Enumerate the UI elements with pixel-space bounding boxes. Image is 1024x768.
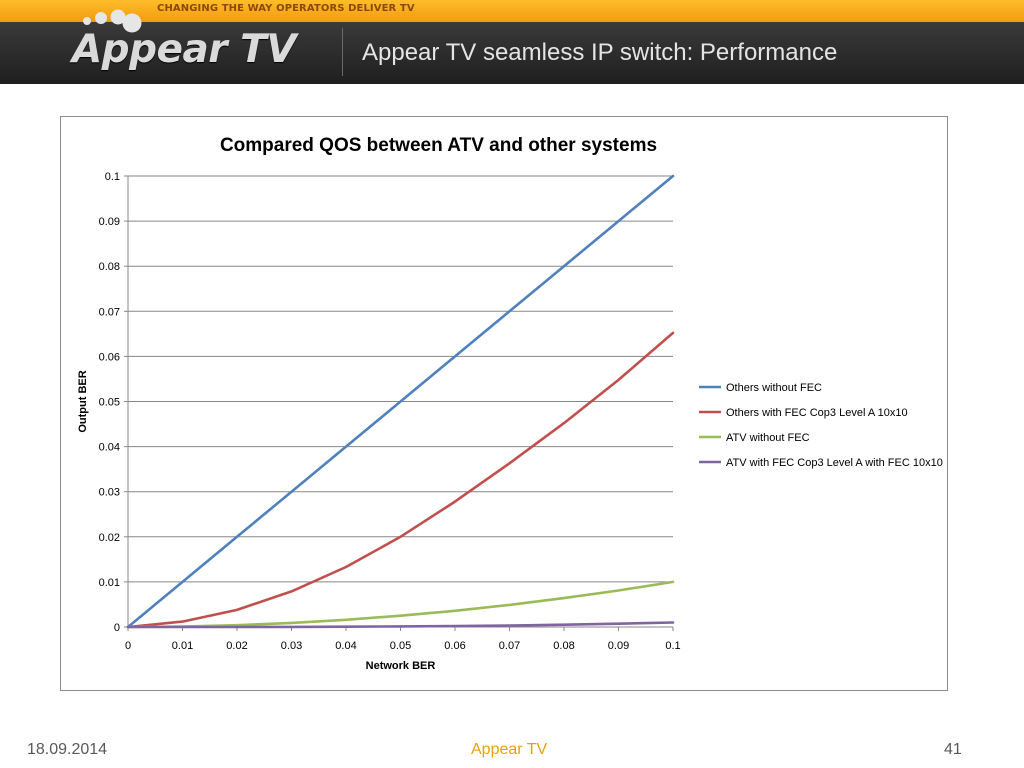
- y-tick-label: 0.05: [99, 397, 120, 409]
- legend-label: ATV with FEC Cop3 Level A with FEC 10x10: [726, 457, 943, 469]
- series-line-1: [126, 174, 675, 629]
- y-tick-label: 0.01: [99, 577, 120, 589]
- y-tick-label: 0.04: [99, 442, 120, 454]
- x-tick-label: 0.02: [226, 640, 247, 652]
- series-line-3: [126, 580, 675, 629]
- series-line-2: [126, 331, 675, 629]
- slide-title: Appear TV seamless IP switch: Performanc…: [362, 39, 838, 66]
- x-tick-label: 0.03: [281, 640, 302, 652]
- tagline: CHANGING THE WAY OPERATORS DELIVER TV: [157, 3, 415, 14]
- y-tick-label: 0.07: [99, 306, 120, 318]
- x-tick-label: 0.1: [665, 640, 680, 652]
- legend-label: Others without FEC: [726, 382, 822, 394]
- x-tick-label: 0.07: [499, 640, 520, 652]
- slide-header: [0, 22, 1024, 84]
- page-number: 41: [944, 741, 962, 758]
- series-line-4: [126, 621, 675, 629]
- x-tick-label: 0.04: [335, 640, 356, 652]
- legend-label: ATV without FEC: [726, 432, 810, 444]
- x-tick-label: 0.01: [172, 640, 193, 652]
- y-tick-label: 0: [114, 622, 120, 634]
- footer-date: 18.09.2014: [27, 741, 108, 758]
- x-tick-label: 0.08: [553, 640, 574, 652]
- header-divider: [342, 28, 343, 76]
- y-tick-label: 0.1: [105, 171, 120, 183]
- x-tick-label: 0.09: [608, 640, 629, 652]
- x-tick-label: 0.05: [390, 640, 411, 652]
- chart-frame: Compared QOS between ATV and other syste…: [60, 116, 948, 691]
- x-tick-label: 0: [125, 640, 131, 652]
- logo-dots-icon: [83, 9, 142, 33]
- y-tick-label: 0.06: [99, 351, 120, 363]
- top-accent-band: CHANGING THE WAY OPERATORS DELIVER TV: [0, 0, 1024, 22]
- line-chart: Compared QOS between ATV and other syste…: [77, 135, 943, 672]
- y-tick-label: 0.09: [99, 216, 120, 228]
- y-tick-label: 0.02: [99, 532, 120, 544]
- chart-title: Compared QOS between ATV and other syste…: [220, 135, 657, 156]
- y-tick-label: 0.03: [99, 487, 120, 499]
- logo-wordmark: Appear TV: [72, 27, 296, 72]
- footer-company: Appear TV: [471, 741, 548, 758]
- x-axis-title: Network BER: [366, 660, 436, 672]
- y-tick-label: 0.08: [99, 261, 120, 273]
- y-axis-title: Output BER: [77, 370, 89, 432]
- legend-label: Others with FEC Cop3 Level A 10x10: [726, 407, 908, 419]
- x-tick-label: 0.06: [444, 640, 465, 652]
